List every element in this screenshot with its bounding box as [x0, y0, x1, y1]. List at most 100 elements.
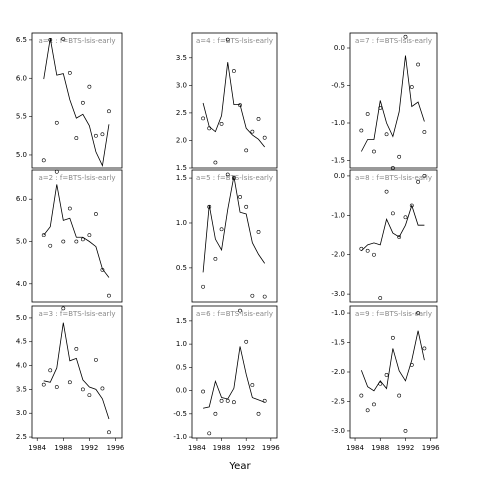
- data-point: [94, 133, 98, 138]
- data-point: [54, 169, 59, 174]
- data-point: [422, 174, 427, 178]
- fit-line: [202, 176, 266, 273]
- data-point: [225, 172, 230, 177]
- data-point: [372, 149, 376, 154]
- data-point: [231, 400, 236, 405]
- data-point: [107, 293, 111, 298]
- data-point: [416, 311, 420, 315]
- x-tick-label: 1988: [213, 444, 231, 452]
- fit-line: [360, 55, 425, 152]
- y-tick-label: 4.5: [16, 338, 27, 346]
- y-tick-label: 0.5: [176, 264, 187, 272]
- data-point: [244, 148, 249, 153]
- x-tick-label: 1988: [371, 444, 389, 452]
- panel: [349, 305, 438, 439]
- fit-line: [202, 346, 265, 409]
- fit-line: [202, 62, 265, 148]
- data-point: [67, 206, 72, 211]
- data-point: [74, 136, 79, 140]
- data-point: [416, 62, 420, 67]
- fit-line: [43, 184, 110, 278]
- panel: [191, 169, 278, 303]
- strip-label: a=8 : f=BTS-lsis-early: [355, 174, 432, 182]
- y-tick-label: 5.0: [16, 151, 27, 159]
- data-point: [256, 117, 261, 121]
- data-point: [107, 430, 111, 435]
- data-point: [74, 346, 79, 351]
- y-tick-label: 1.5: [176, 174, 187, 182]
- strip-label: a=1 : f=BTS-lsis-early: [38, 37, 115, 45]
- y-tick-label: 6.0: [16, 195, 27, 203]
- y-tick-label: 5.0: [16, 314, 27, 322]
- data-point: [61, 37, 66, 42]
- x-axis-label: Year: [228, 461, 251, 472]
- data-point: [262, 135, 267, 140]
- panel: [31, 169, 123, 303]
- x-tick-label: 1996: [262, 444, 280, 452]
- data-point: [67, 70, 72, 75]
- data-point: [397, 235, 402, 239]
- fit-line: [43, 322, 110, 420]
- data-point: [390, 335, 395, 340]
- strip-label: a=2 : f=BTS-lsis-early: [38, 174, 115, 182]
- y-tick-label: -1.0: [331, 119, 345, 127]
- strip-label: a=9 : f=BTS-lsis-early: [355, 310, 432, 318]
- y-tick-label: -0.5: [173, 410, 187, 418]
- data-point: [41, 382, 46, 387]
- y-tick-label: 4.0: [16, 362, 27, 370]
- data-point: [372, 252, 376, 257]
- data-point: [403, 429, 408, 433]
- y-tick-label: 0.0: [334, 172, 345, 180]
- data-point: [403, 215, 408, 220]
- panel: [349, 169, 438, 303]
- y-tick-label: -1.0: [331, 211, 345, 219]
- data-point: [262, 398, 267, 403]
- data-point: [372, 402, 376, 407]
- panel: [31, 32, 123, 169]
- data-point: [384, 373, 389, 377]
- data-point: [409, 85, 414, 89]
- x-tick-label: 1988: [54, 444, 72, 452]
- strip-label: a=7 : f=BTS-lsis-early: [355, 37, 432, 45]
- data-point: [87, 393, 92, 398]
- y-tick-label: 3.0: [176, 81, 187, 89]
- data-point: [80, 100, 85, 105]
- data-point: [250, 383, 255, 387]
- data-point: [107, 109, 111, 114]
- data-point: [384, 189, 389, 194]
- strip-label: a=3 : f=BTS-lsis-early: [38, 310, 115, 318]
- data-point: [80, 387, 85, 392]
- panel: [191, 305, 278, 439]
- data-point: [365, 248, 370, 253]
- data-point: [365, 408, 370, 413]
- data-point: [262, 294, 267, 299]
- y-tick-label: 0.0: [176, 387, 187, 395]
- data-point: [61, 306, 66, 311]
- y-tick-label: 4.0: [16, 280, 27, 288]
- fit-line: [43, 38, 110, 168]
- y-tick-label: 0.0: [334, 44, 345, 52]
- data-point: [219, 227, 224, 232]
- data-point: [403, 34, 408, 39]
- y-tick-label: 1.0: [176, 219, 187, 227]
- y-tick-label: 1.5: [176, 164, 187, 172]
- y-tick-label: 5.5: [16, 113, 27, 121]
- data-point: [244, 339, 249, 344]
- data-point: [100, 132, 105, 137]
- y-tick-label: 2.5: [176, 109, 187, 117]
- data-point: [94, 212, 98, 216]
- y-tick-label: -1.0: [173, 433, 187, 441]
- data-point: [201, 116, 205, 121]
- strip-label: a=6 : f=BTS-lsis-early: [196, 310, 273, 318]
- y-tick-label: 0.5: [176, 363, 187, 371]
- y-tick-label: -3.0: [331, 290, 345, 298]
- data-point: [41, 233, 46, 238]
- data-point: [213, 160, 218, 165]
- panel: [349, 32, 438, 169]
- data-point: [238, 103, 242, 108]
- x-tick-label: 1996: [107, 444, 125, 452]
- data-point: [231, 69, 236, 73]
- x-tick-label: 1992: [80, 444, 98, 452]
- data-point: [409, 203, 414, 208]
- data-point: [219, 398, 224, 403]
